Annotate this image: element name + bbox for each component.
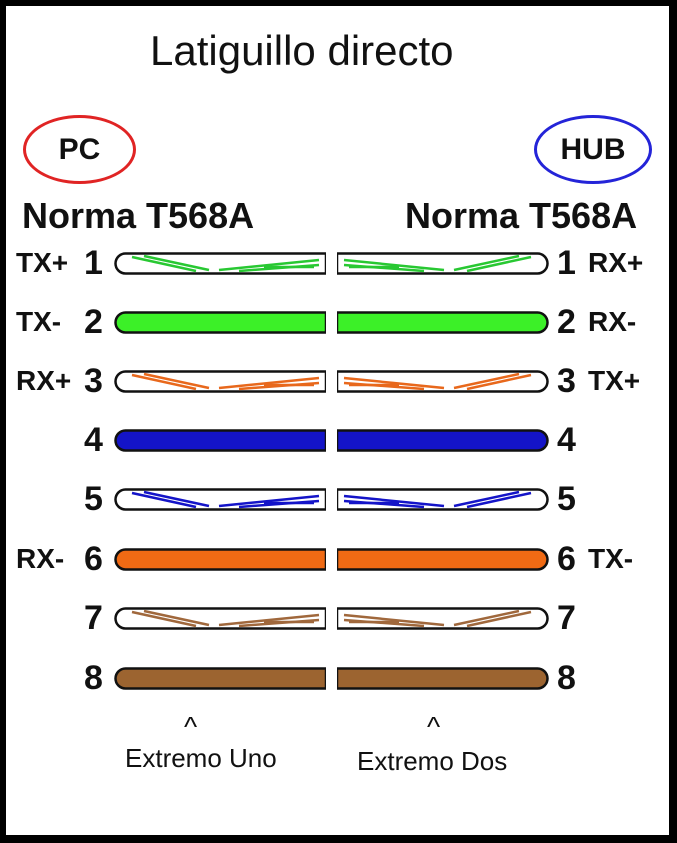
right-pin-3: 3: [557, 362, 576, 400]
wire-shape: [114, 606, 326, 630]
left-pin-7: 7: [84, 599, 103, 637]
wire-stripe: [218, 613, 320, 626]
hub-label-text: HUB: [560, 132, 626, 166]
wire-stripe: [466, 255, 532, 272]
wire-left-3: [114, 369, 326, 393]
wire-shape: [114, 369, 326, 393]
wire-stripe: [343, 494, 445, 507]
wire-shape: [114, 666, 326, 690]
wire-stripe: [143, 490, 210, 507]
right-signal-6: TX-: [588, 543, 634, 574]
wire-body: [114, 310, 326, 334]
wire-left-6: [114, 547, 326, 571]
left-pin-3: 3: [84, 362, 103, 400]
wire-shape: [337, 547, 549, 571]
wire-stripe: [343, 258, 445, 271]
left-pin-4: 4: [84, 421, 103, 459]
wire-left-5: [114, 487, 326, 511]
wire-shape: [337, 251, 549, 275]
right-pin-5: 5: [557, 480, 576, 518]
right-pin-1: 1: [557, 244, 576, 282]
left-pin-6: 6: [84, 540, 103, 578]
wire-stripe: [218, 376, 320, 389]
pc-device-label: PC: [23, 115, 136, 184]
left-signal-6: RX-: [16, 543, 65, 574]
right-pin-2: 2: [557, 303, 576, 341]
wire-stripe: [466, 610, 532, 627]
left-pin-5: 5: [84, 480, 103, 518]
right-end-caret: ^: [427, 711, 441, 742]
wire-stripe: [453, 490, 520, 507]
left-signal-3: RX+: [16, 365, 72, 396]
wire-shape: [114, 310, 326, 334]
left-signal-1: TX+: [16, 247, 69, 278]
wire-shape: [337, 310, 549, 334]
wire-left-4: [114, 428, 326, 452]
hub-device-label: HUB: [534, 115, 652, 184]
wire-body: [114, 428, 326, 452]
wire-stripe: [143, 254, 210, 271]
wire-shape: [114, 428, 326, 452]
wire-left-2: [114, 310, 326, 334]
wire-stripe: [131, 373, 197, 390]
left-signal-2: TX-: [16, 306, 62, 337]
wire-left-1: [114, 251, 326, 275]
wire-stripe: [466, 373, 532, 390]
wire-shape: [337, 487, 549, 511]
wire-stripe: [343, 376, 445, 389]
wire-body: [337, 310, 549, 334]
wire-stripe: [453, 254, 520, 271]
left-end-caret: ^: [184, 711, 198, 742]
left-standard-label: Norma T568A: [22, 195, 255, 236]
wire-stripe: [218, 494, 320, 507]
left-end-label: Extremo Uno: [125, 743, 277, 773]
wire-stripe: [453, 609, 520, 626]
right-end-label: Extremo Dos: [357, 746, 508, 776]
wire-right-4: [337, 428, 549, 452]
wire-stripe: [131, 491, 197, 508]
right-signal-2: RX-: [588, 306, 637, 337]
wire-stripe: [453, 372, 520, 389]
right-pin-4: 4: [557, 421, 576, 459]
wire-shape: [114, 487, 326, 511]
wire-shape: [337, 666, 549, 690]
wire-shape: [114, 251, 326, 275]
wire-stripe: [466, 491, 532, 508]
left-pin-1: 1: [84, 244, 103, 282]
wire-right-7: [337, 606, 549, 630]
wire-body: [337, 428, 549, 452]
diagram-title: Latiguillo directo: [150, 27, 454, 74]
wire-shape: [337, 428, 549, 452]
wire-stripe: [218, 258, 320, 271]
right-signal-1: RX+: [588, 247, 644, 278]
wire-right-3: [337, 369, 549, 393]
right-pin-6: 6: [557, 540, 576, 578]
wire-right-5: [337, 487, 549, 511]
right-pin-8: 8: [557, 659, 576, 697]
wire-stripe: [343, 613, 445, 626]
wire-body: [337, 547, 549, 571]
wire-right-2: [337, 310, 549, 334]
wire-stripe: [131, 610, 197, 627]
wire-body: [337, 666, 549, 690]
wire-stripe: [131, 255, 197, 272]
wire-stripe: [143, 372, 210, 389]
wire-left-7: [114, 606, 326, 630]
right-pin-7: 7: [557, 599, 576, 637]
wire-right-6: [337, 547, 549, 571]
right-signal-3: TX+: [588, 365, 641, 396]
pc-label-text: PC: [58, 132, 101, 166]
wire-stripe: [143, 609, 210, 626]
wire-left-8: [114, 666, 326, 690]
wire-body: [114, 666, 326, 690]
wire-body: [114, 547, 326, 571]
wire-right-1: [337, 251, 549, 275]
left-pin-2: 2: [84, 303, 103, 341]
left-pin-8: 8: [84, 659, 103, 697]
wire-shape: [114, 547, 326, 571]
right-standard-label: Norma T568A: [405, 195, 638, 236]
wire-shape: [337, 369, 549, 393]
wire-shape: [337, 606, 549, 630]
wire-right-8: [337, 666, 549, 690]
